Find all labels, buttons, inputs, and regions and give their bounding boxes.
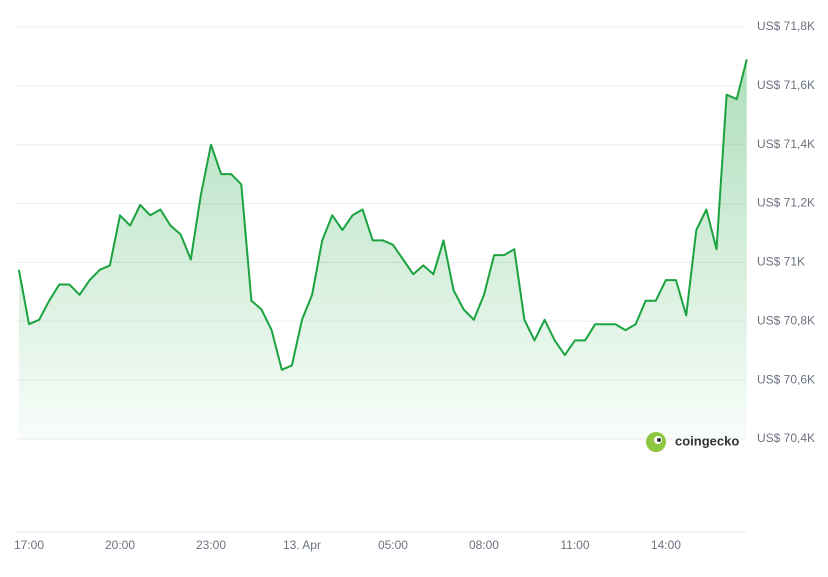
x-tick-label: 08:00 [469, 538, 499, 552]
x-tick-label: 05:00 [378, 538, 408, 552]
area [18, 59, 747, 440]
y-tick-label: US$ 71,2K [757, 196, 815, 210]
plot: US$ 70,4K US$ 70,6K US$ 70,8K US$ 71K US$ 71… [14, 19, 815, 552]
x-tick-label: 17:00 [14, 538, 44, 552]
x-tick-label: 20:00 [105, 538, 135, 552]
line [17, 59, 748, 371]
x-tick-label: 11:00 [560, 538, 589, 552]
y-tick-label: US$ 71K [757, 255, 805, 269]
watermark: coingecko [646, 432, 739, 452]
x-tick-label: 13. Apr [283, 538, 321, 552]
y-tick-label: US$ 70,8K [757, 313, 815, 327]
x-tick-label: 14:00 [651, 538, 681, 552]
y-tick-label: US$ 71,8K [757, 19, 815, 33]
y-tick-label: US$ 71,6K [757, 78, 815, 92]
watermark-text: coingecko [675, 433, 739, 448]
x-tick-label: 23:00 [196, 538, 226, 552]
y-tick-label: US$ 71,4K [757, 137, 815, 151]
y-tick-label: US$ 70,6K [757, 372, 815, 386]
y-tick-label: US$ 70,4K [757, 431, 815, 445]
